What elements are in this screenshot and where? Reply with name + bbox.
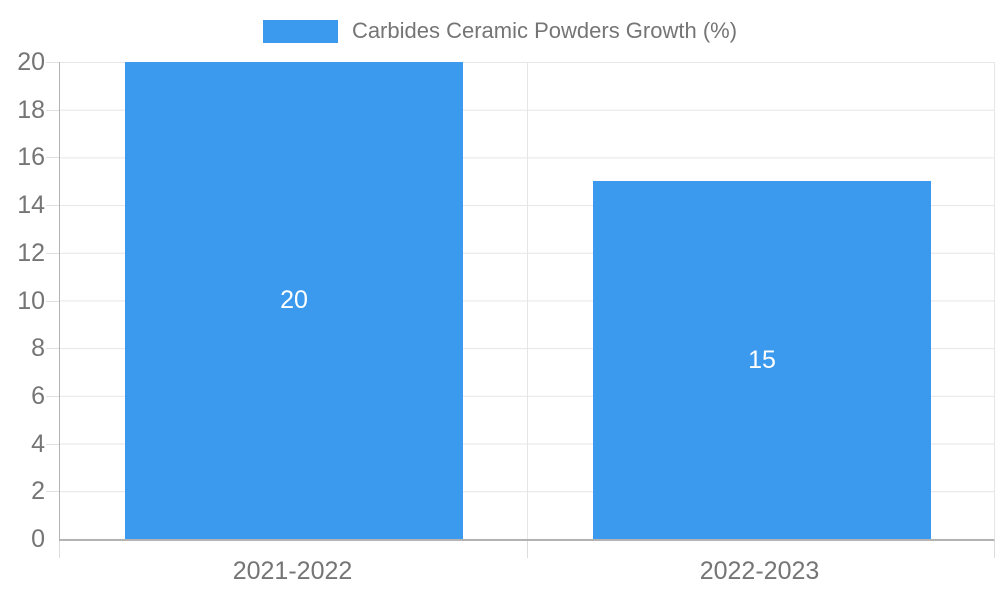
- y-axis-tick-label: 20: [17, 48, 45, 76]
- y-axis-tick-label: 12: [17, 238, 45, 267]
- y-axis-tick-label: 6: [31, 381, 45, 410]
- plot-area: 20 18 16 14 12 10 8 6 4 2 0 20 15: [17, 48, 995, 558]
- y-axis-tick-mark: [46, 62, 59, 63]
- y-axis-tick-mark: [46, 205, 59, 207]
- vertical-gridline: [527, 62, 528, 539]
- chart-legend[interactable]: Carbides Ceramic Powders Growth (%): [0, 18, 1000, 44]
- chart-bar-2022-2023[interactable]: 15: [593, 181, 931, 539]
- y-axis-tick-label: 4: [31, 429, 45, 458]
- legend-swatch-icon: [262, 19, 338, 43]
- x-axis-tick-mark: [527, 541, 528, 558]
- legend-series-label: Carbides Ceramic Powders Growth (%): [351, 18, 738, 43]
- y-axis-tick-mark: [46, 443, 59, 445]
- y-axis-tick-label: 14: [17, 191, 45, 220]
- x-axis: 2021-2022 2022-2023: [59, 556, 993, 586]
- y-axis-tick-label: 10: [17, 286, 45, 315]
- x-axis-category-label: 2022-2023: [699, 557, 820, 585]
- y-axis-tick-mark: [46, 300, 59, 302]
- y-axis-tick-mark: [46, 348, 59, 350]
- y-axis-tick-label: 18: [17, 95, 45, 124]
- bar-value-label: 20: [280, 286, 308, 314]
- y-axis-tick-mark: [46, 109, 59, 111]
- y-axis-tick-mark: [46, 491, 59, 493]
- y-axis-tick-mark: [46, 395, 59, 397]
- y-axis-tick-mark: [46, 252, 59, 254]
- x-axis-category-label: 2021-2022: [232, 557, 353, 585]
- x-axis-tick-mark: [994, 541, 995, 558]
- y-axis-tick-label: 0: [31, 525, 45, 553]
- y-axis-tick-label: 8: [31, 334, 45, 363]
- y-axis-tick-mark: [46, 157, 59, 159]
- bar-value-label: 15: [748, 345, 776, 374]
- y-axis-tick-label: 2: [31, 477, 45, 506]
- chart-bar-2021-2022[interactable]: 20: [125, 62, 463, 539]
- x-axis-tick-mark: [59, 541, 60, 558]
- y-axis-tick-label: 16: [17, 143, 45, 172]
